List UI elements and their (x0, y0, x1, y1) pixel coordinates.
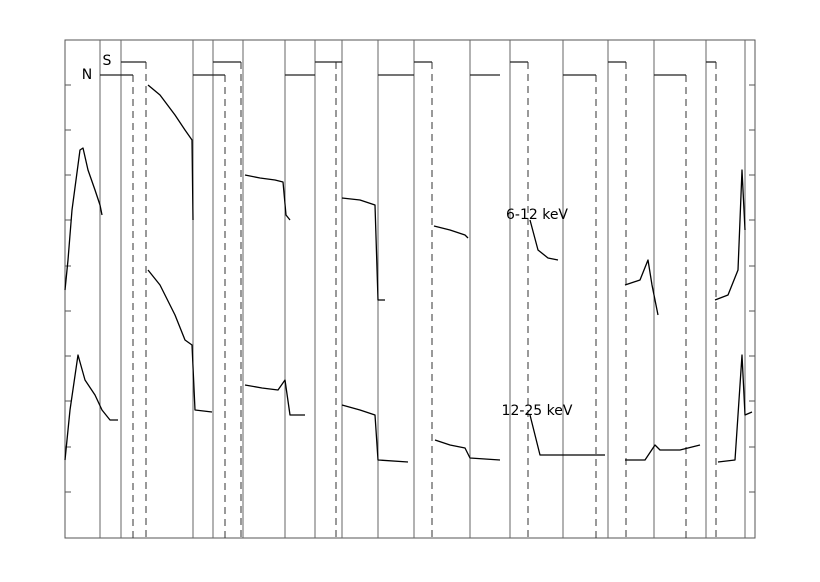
light-curve (64, 269, 753, 463)
light-curve (64, 84, 746, 316)
plot-frame (64, 39, 756, 539)
band-label: 12-25 keV (502, 403, 573, 419)
visibility-bars (100, 61, 716, 76)
interval-lines (99, 40, 746, 538)
band-label: 6-12 keV (506, 207, 568, 223)
south-label: S (103, 53, 112, 69)
north-label: N (82, 67, 92, 83)
